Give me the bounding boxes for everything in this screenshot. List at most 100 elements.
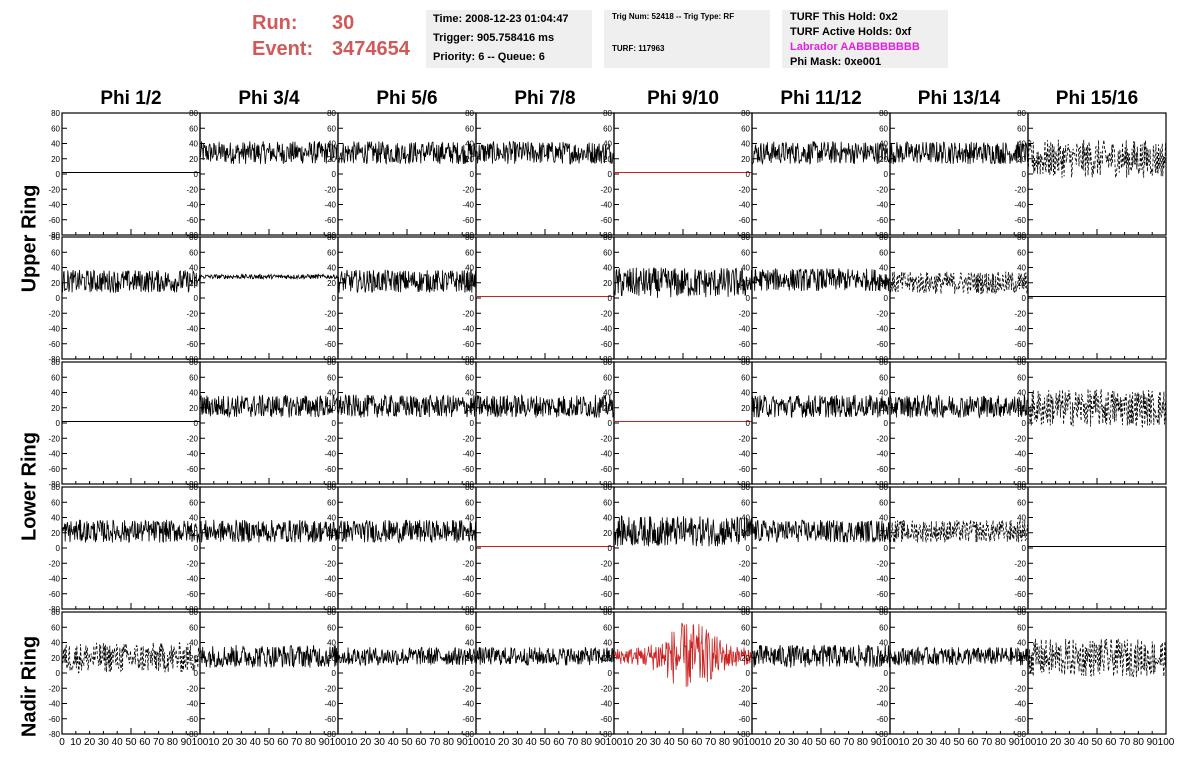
turf-active-holds: TURF Active Holds: 0xf bbox=[790, 26, 912, 38]
y-tick-label: 0 bbox=[56, 419, 61, 428]
y-tick-label: -20 bbox=[876, 309, 888, 318]
column-header-2: Phi 3/4 bbox=[238, 88, 300, 109]
y-tick-label: 80 bbox=[465, 608, 474, 617]
y-tick-label: -60 bbox=[738, 340, 750, 349]
column-header-7: Phi 13/14 bbox=[918, 88, 1001, 109]
event-value: 3474654 bbox=[332, 38, 410, 60]
y-tick-label: 20 bbox=[603, 404, 612, 413]
x-tick-label: 90 bbox=[733, 737, 745, 748]
y-tick-label: 20 bbox=[603, 155, 612, 164]
y-tick-label: -20 bbox=[462, 309, 474, 318]
y-tick-label: -80 bbox=[462, 355, 474, 364]
y-tick-label: -20 bbox=[876, 684, 888, 693]
y-tick-label: 0 bbox=[608, 294, 613, 303]
x-tick-label: 90 bbox=[595, 737, 607, 748]
y-tick-label: -80 bbox=[186, 355, 198, 364]
y-tick-label: -80 bbox=[324, 480, 336, 489]
x-tick-label: 70 bbox=[153, 737, 165, 748]
y-tick-label: 40 bbox=[51, 140, 60, 149]
x-tick-label: 10 bbox=[898, 737, 910, 748]
panel-frame bbox=[1027, 486, 1167, 610]
x-tick-label: 30 bbox=[926, 737, 938, 748]
y-tick-label: 20 bbox=[51, 404, 60, 413]
y-tick-label: -20 bbox=[600, 434, 612, 443]
y-tick-label: -60 bbox=[876, 715, 888, 724]
y-tick-label: 80 bbox=[51, 483, 60, 492]
y-tick-label: 0 bbox=[746, 170, 751, 179]
y-tick-label: -20 bbox=[324, 309, 336, 318]
panel-frame bbox=[751, 611, 891, 735]
y-tick-label: 20 bbox=[741, 279, 750, 288]
turf-this-hold: TURF This Hold: 0x2 bbox=[790, 11, 898, 23]
y-tick-label: 60 bbox=[603, 498, 612, 507]
x-tick-label: 90 bbox=[1009, 737, 1021, 748]
x-tick-label: 100 bbox=[882, 737, 899, 748]
y-tick-label: 40 bbox=[465, 514, 474, 523]
panel-frame bbox=[475, 112, 615, 236]
y-tick-label: 60 bbox=[189, 498, 198, 507]
y-tick-label: -80 bbox=[876, 605, 888, 614]
y-tick-label: -40 bbox=[186, 700, 198, 709]
y-tick-label: -80 bbox=[324, 231, 336, 240]
x-tick-label: 70 bbox=[981, 737, 993, 748]
x-tick-label: 90 bbox=[319, 737, 331, 748]
y-tick-label: -40 bbox=[1014, 201, 1026, 210]
y-tick-label: 80 bbox=[51, 358, 60, 367]
y-tick-label: 80 bbox=[327, 109, 336, 118]
y-tick-label: 20 bbox=[51, 529, 60, 538]
y-tick-label: 60 bbox=[327, 248, 336, 257]
y-tick-label: -40 bbox=[462, 450, 474, 459]
y-tick-label: -40 bbox=[600, 201, 612, 210]
trace-line bbox=[61, 269, 201, 293]
y-tick-label: -20 bbox=[876, 559, 888, 568]
y-tick-label: 60 bbox=[741, 248, 750, 257]
y-tick-label: 80 bbox=[327, 608, 336, 617]
y-tick-label: -60 bbox=[738, 715, 750, 724]
panel-frame bbox=[61, 361, 201, 485]
y-tick-label: -80 bbox=[1014, 730, 1026, 739]
y-tick-label: 20 bbox=[465, 404, 474, 413]
y-tick-label: 20 bbox=[51, 654, 60, 663]
trace-line bbox=[889, 140, 1029, 165]
y-tick-label: 60 bbox=[1017, 373, 1026, 382]
y-tick-label: -40 bbox=[600, 575, 612, 584]
trace-line bbox=[337, 646, 477, 667]
x-tick-label: 60 bbox=[829, 737, 841, 748]
y-tick-label: -80 bbox=[462, 480, 474, 489]
y-tick-label: -20 bbox=[1014, 559, 1026, 568]
y-tick-label: -20 bbox=[324, 559, 336, 568]
x-tick-label: 100 bbox=[330, 737, 347, 748]
x-tick-label: 100 bbox=[1158, 737, 1175, 748]
y-tick-label: -20 bbox=[48, 559, 60, 568]
y-tick-label: 20 bbox=[189, 279, 198, 288]
y-tick-label: -80 bbox=[1014, 355, 1026, 364]
x-tick-label: 30 bbox=[374, 737, 386, 748]
y-tick-label: 80 bbox=[189, 608, 198, 617]
y-tick-label: 40 bbox=[741, 389, 750, 398]
y-tick-label: -80 bbox=[1014, 231, 1026, 240]
x-tick-label: 20 bbox=[360, 737, 372, 748]
trace-line bbox=[889, 645, 1029, 666]
y-tick-label: 0 bbox=[194, 170, 199, 179]
y-tick-label: -80 bbox=[600, 231, 612, 240]
y-tick-label: -40 bbox=[186, 325, 198, 334]
trace-line bbox=[199, 519, 339, 543]
y-tick-label: 80 bbox=[327, 233, 336, 242]
y-tick-label: 40 bbox=[51, 264, 60, 273]
y-tick-label: -40 bbox=[48, 325, 60, 334]
y-tick-label: 40 bbox=[879, 639, 888, 648]
y-tick-label: -80 bbox=[600, 355, 612, 364]
y-tick-label: -60 bbox=[1014, 216, 1026, 225]
y-tick-label: -40 bbox=[186, 450, 198, 459]
y-tick-label: 0 bbox=[746, 419, 751, 428]
trace-line bbox=[337, 393, 477, 418]
column-header-8: Phi 15/16 bbox=[1056, 88, 1138, 109]
y-tick-label: 40 bbox=[51, 639, 60, 648]
y-tick-label: 80 bbox=[51, 109, 60, 118]
y-tick-label: -60 bbox=[876, 465, 888, 474]
y-tick-label: -40 bbox=[324, 700, 336, 709]
y-tick-label: 80 bbox=[741, 483, 750, 492]
y-tick-label: -40 bbox=[462, 201, 474, 210]
y-tick-label: 80 bbox=[879, 233, 888, 242]
x-tick-label: 60 bbox=[691, 737, 703, 748]
